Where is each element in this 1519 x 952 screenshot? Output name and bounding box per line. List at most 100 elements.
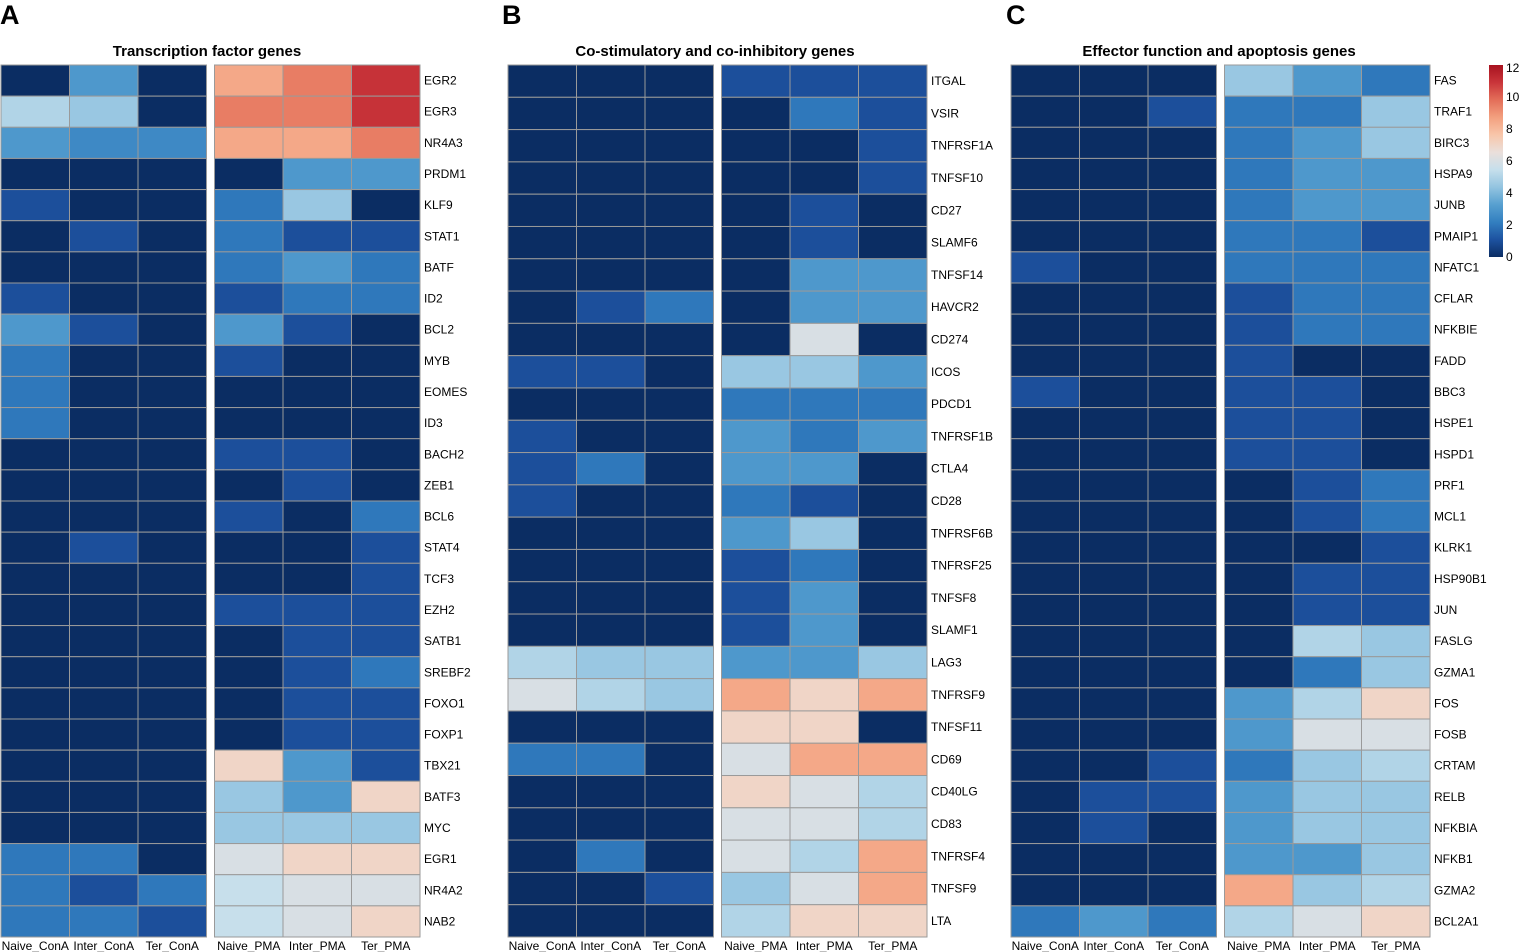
gene-label: NFKBIE: [1434, 323, 1477, 337]
heatmap-cell: [644, 225, 714, 260]
heatmap-cell: [0, 251, 70, 284]
heatmap-cell: [0, 780, 70, 813]
heatmap-cell: [282, 313, 352, 346]
heatmap-cell: [1010, 687, 1080, 720]
heatmap-cell: [1147, 438, 1217, 471]
heatmap-cell: [1224, 469, 1294, 502]
panel-b-letter: B: [502, 0, 522, 30]
heatmap-cell: [721, 161, 791, 195]
heatmap-cell: [1292, 282, 1362, 315]
heatmap-cell: [721, 387, 791, 421]
heatmap-cell: [1010, 438, 1080, 471]
heatmap-cell: [1361, 95, 1431, 128]
heatmap-cell: [1292, 469, 1362, 502]
gene-label: NAB2: [424, 914, 456, 928]
color-legend: 12 10 8 6 4 2 0: [1489, 61, 1519, 264]
gene-label: ZEB1: [424, 478, 454, 492]
gene-label: HSPE1: [1434, 416, 1474, 430]
heatmap-cell: [644, 775, 714, 809]
heatmap-cell: [0, 843, 70, 876]
heatmap-cell: [0, 189, 70, 222]
heatmap-cell: [789, 904, 859, 938]
panel-b-heatmap: ITGAL VSIR TNFRSF1A TNFSF10 CD27 SLAMF6 TNFSF1…: [507, 64, 993, 952]
heatmap-cell: [721, 904, 791, 938]
column-label: Inter_PMA: [796, 939, 853, 952]
gene-label: EGR3: [424, 105, 457, 119]
gene-label: MCL1: [1434, 510, 1466, 524]
heatmap-cell: [137, 593, 207, 627]
heatmap-cell: [789, 807, 859, 841]
heatmap-cell: [214, 157, 284, 191]
heatmap-cell: [858, 516, 928, 550]
heatmap-cell: [1361, 64, 1431, 97]
heatmap-cell: [282, 749, 352, 782]
heatmap-cell: [1361, 593, 1431, 627]
gene-label: KLRK1: [1434, 541, 1472, 555]
heatmap-cell: [858, 387, 928, 421]
heatmap-cell: [0, 220, 70, 253]
heatmap-cell: [1147, 500, 1217, 533]
heatmap-cell: [858, 290, 928, 324]
column-label: Ter_ConA: [1156, 939, 1209, 952]
heatmap-cell: [214, 874, 284, 907]
heatmap-cell: [214, 313, 284, 346]
heatmap-cell: [69, 905, 139, 938]
heatmap-cell: [1147, 282, 1217, 315]
heatmap-cell: [282, 562, 352, 595]
heatmap-cell: [1147, 656, 1217, 689]
heatmap-cell: [1224, 749, 1294, 782]
heatmap-cell: [644, 452, 714, 486]
gene-label: TNFSF10: [931, 171, 983, 185]
heatmap-cell: [137, 407, 207, 440]
heatmap-cell: [721, 129, 791, 163]
heatmap-cell: [351, 282, 421, 315]
heatmap-cell: [507, 613, 577, 647]
gene-label: STAT4: [424, 541, 460, 555]
heatmap-cell: [507, 355, 577, 389]
heatmap-cell: [644, 516, 714, 550]
heatmap-cell: [721, 355, 791, 389]
heatmap-cell: [644, 871, 714, 906]
heatmap-cell: [507, 419, 577, 454]
heatmap-cell: [69, 375, 139, 409]
heatmap-cell: [858, 548, 928, 583]
gene-label: PMAIP1: [1434, 229, 1478, 243]
heatmap-cell: [1361, 843, 1431, 876]
heatmap-cell: [1224, 189, 1294, 222]
gene-label: CD274: [931, 333, 969, 347]
gene-label: PDCD1: [931, 397, 972, 411]
heatmap-cell: [507, 839, 577, 873]
heatmap-cell: [137, 625, 207, 658]
heatmap-cell: [644, 387, 714, 421]
gene-label: MYC: [424, 821, 451, 835]
heatmap-cell: [214, 375, 284, 409]
heatmap-cell: [721, 322, 791, 357]
heatmap-cell: [1010, 126, 1080, 159]
heatmap-cell: [721, 290, 791, 324]
heatmap-cell: [576, 516, 646, 550]
heatmap-cell: [214, 407, 284, 440]
gene-label: TNFRSF1B: [931, 429, 993, 443]
heatmap-cell: [507, 645, 577, 680]
gene-label: HSPA9: [1434, 167, 1473, 181]
heatmap-cell: [1224, 344, 1294, 377]
heatmap-cell: [351, 157, 421, 191]
heatmap-cell: [0, 718, 70, 751]
heatmap-cell: [576, 807, 646, 841]
gene-label: CTLA4: [931, 462, 969, 476]
heatmap-cell: [576, 904, 646, 938]
heatmap-cell: [1292, 407, 1362, 440]
heatmap-cell: [1010, 656, 1080, 689]
gene-label: FASLG: [1434, 634, 1473, 648]
heatmap-cell: [137, 843, 207, 876]
heatmap-cell: [69, 562, 139, 595]
heatmap-cell: [214, 687, 284, 720]
gene-label: BCL6: [424, 510, 454, 524]
heatmap-cell: [1292, 375, 1362, 409]
heatmap-cell: [69, 780, 139, 813]
heatmap-cell: [351, 531, 421, 564]
heatmap-cell: [69, 749, 139, 782]
heatmap-cell: [137, 189, 207, 222]
heatmap-cell: [351, 64, 421, 97]
